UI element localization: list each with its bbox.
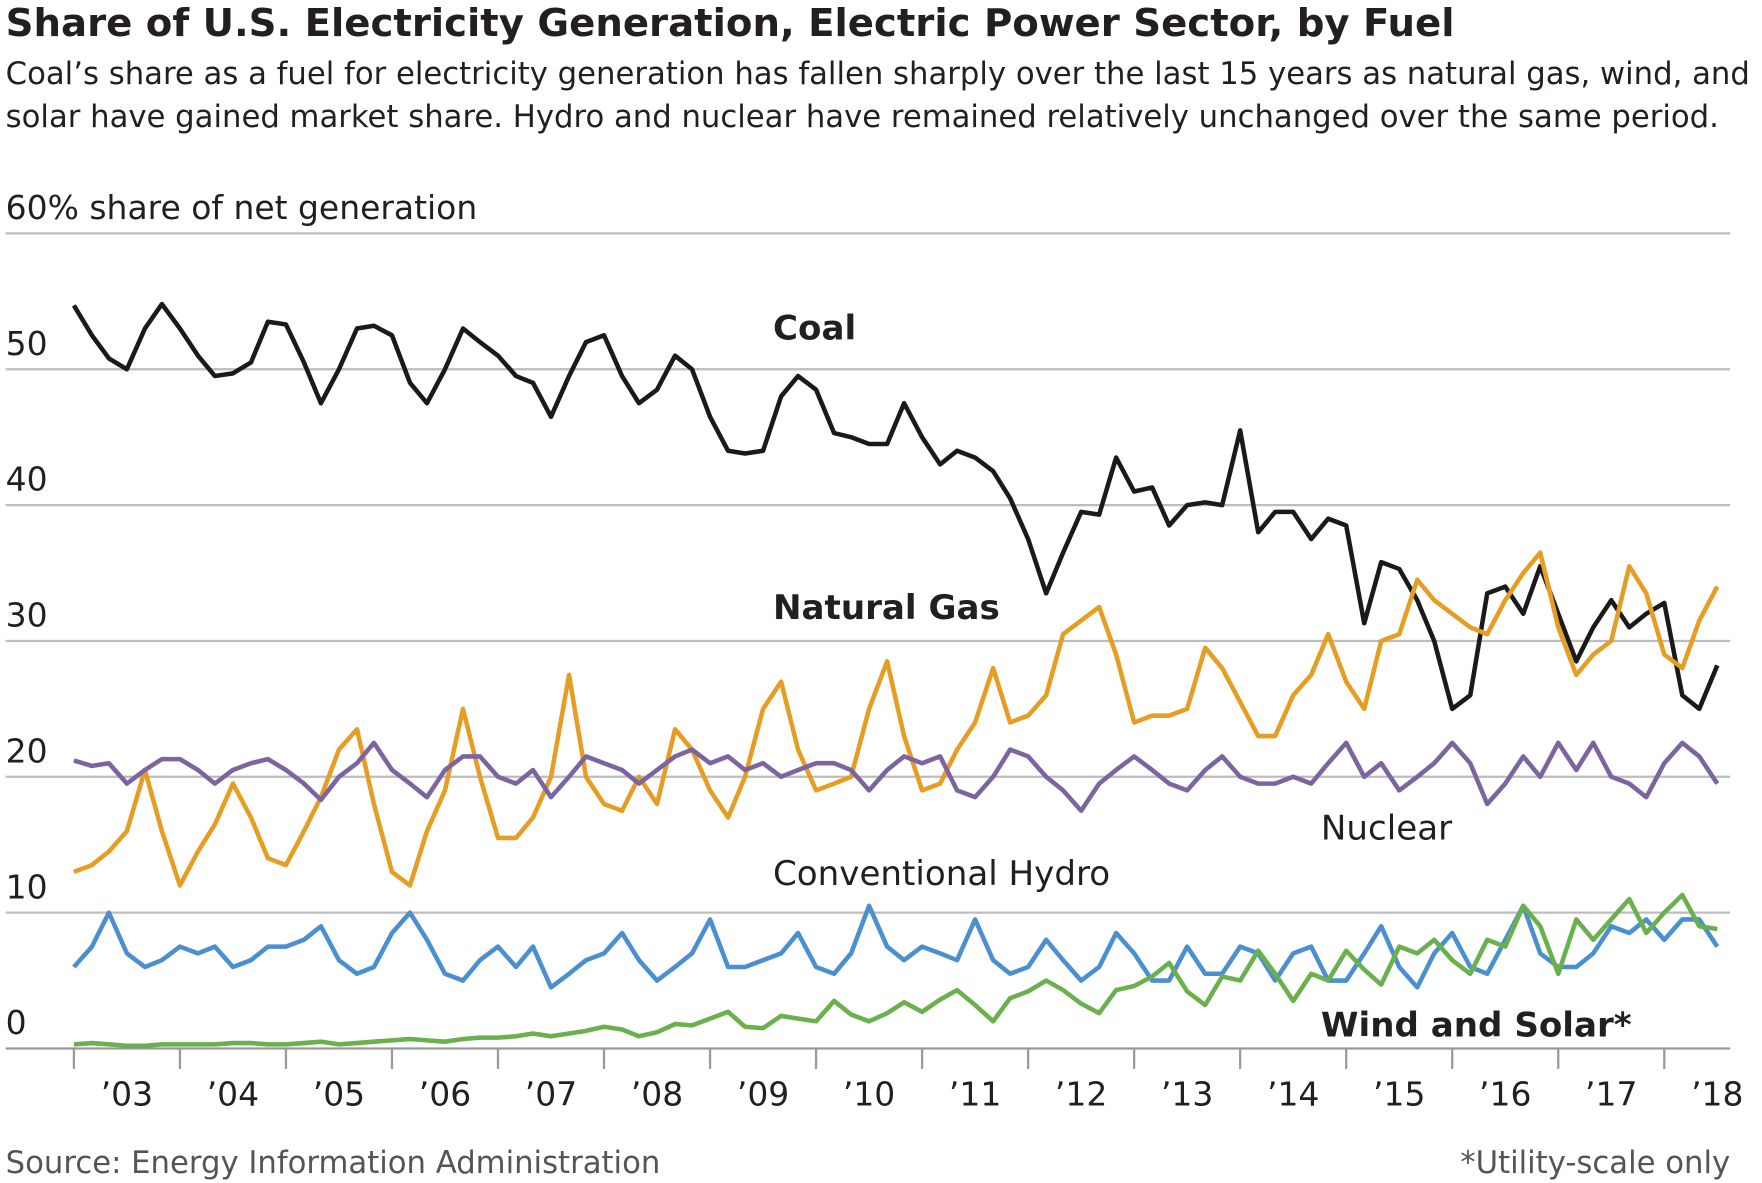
x-tick-label: ’15 bbox=[1373, 1075, 1425, 1114]
x-tick-label: ’04 bbox=[207, 1075, 259, 1114]
x-tick-label: ’03 bbox=[101, 1075, 153, 1114]
x-tick-label: ’11 bbox=[949, 1075, 1001, 1114]
y-tick-label: 60% share of net generation bbox=[6, 188, 478, 227]
x-tick-label: ’08 bbox=[631, 1075, 683, 1114]
x-tick-label: ’17 bbox=[1585, 1075, 1637, 1114]
series-line bbox=[73, 550, 1720, 888]
series-label: Natural Gas bbox=[773, 588, 1000, 628]
series-line bbox=[73, 892, 1718, 1049]
chart-subtitle: Coal’s share as a fuel for electricity g… bbox=[6, 57, 1750, 92]
footnote: *Utility-scale only bbox=[1460, 1146, 1730, 1181]
y-tick-label: 20 bbox=[6, 731, 48, 770]
series-label: Nuclear bbox=[1321, 809, 1453, 849]
chart-title: Share of U.S. Electricity Generation, El… bbox=[6, 1, 1455, 46]
series-label: Coal bbox=[773, 309, 856, 349]
x-tick-label: ’12 bbox=[1055, 1075, 1107, 1114]
series-label: Wind and Solar* bbox=[1321, 1005, 1632, 1045]
series-line bbox=[71, 301, 1720, 712]
x-tick-label: ’10 bbox=[843, 1075, 895, 1114]
x-tick-label: ’06 bbox=[419, 1075, 471, 1114]
x-tick-label: ’09 bbox=[737, 1075, 789, 1114]
y-tick-label: 30 bbox=[6, 596, 48, 635]
x-tick-label: ’05 bbox=[313, 1075, 365, 1114]
series-label: Conventional Hydro bbox=[773, 854, 1110, 894]
y-tick-label: 10 bbox=[6, 867, 48, 906]
x-tick-label: ’14 bbox=[1267, 1075, 1319, 1114]
x-tick-label: ’07 bbox=[525, 1075, 577, 1114]
x-tick-label: ’16 bbox=[1479, 1075, 1531, 1114]
chart-subtitle: solar have gained market share. Hydro an… bbox=[6, 100, 1719, 135]
x-tick-label: ’18 bbox=[1691, 1075, 1743, 1114]
source: Source: Energy Information Administratio… bbox=[6, 1146, 661, 1181]
y-tick-label: 0 bbox=[6, 1003, 27, 1042]
x-tick-label: ’13 bbox=[1161, 1075, 1213, 1114]
series-line bbox=[72, 903, 1720, 990]
y-tick-label: 50 bbox=[6, 324, 48, 363]
y-tick-label: 40 bbox=[6, 460, 48, 499]
series-line bbox=[73, 740, 1720, 814]
